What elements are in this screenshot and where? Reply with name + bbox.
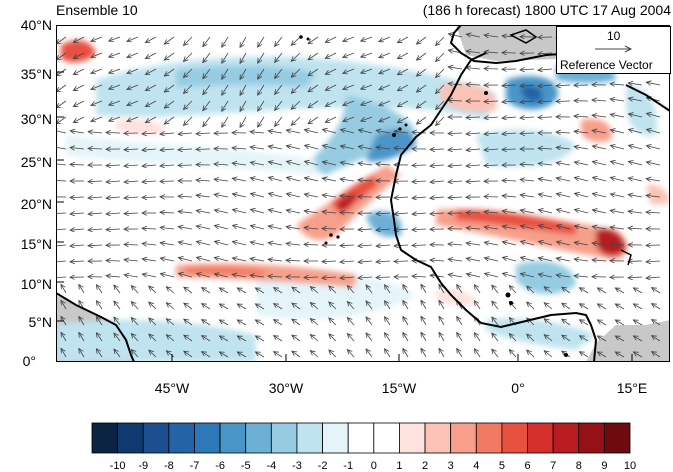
colorbar-swatch [579, 423, 605, 453]
wind-vector [484, 197, 498, 198]
colorbar-label: -7 [182, 460, 206, 472]
wind-vector [412, 165, 426, 166]
wind-vector [556, 101, 570, 102]
colorbar-swatch [323, 423, 349, 453]
wind-vector [484, 69, 498, 70]
colorbar-label: 4 [464, 460, 488, 472]
x-tick-label: 15°W [369, 380, 429, 396]
colorbar-label: 6 [516, 460, 540, 472]
x-tick-label: 45°W [142, 380, 202, 396]
x-tick-label: 30°W [256, 380, 316, 396]
wind-vector [646, 245, 660, 246]
colorbar-swatch [399, 423, 425, 453]
y-tick-label: 5°N [4, 314, 52, 330]
wind-vector [412, 245, 426, 246]
wind-vector [538, 117, 552, 118]
colorbar-swatch [297, 423, 323, 453]
map-plot [56, 25, 670, 362]
colorbar-swatch [220, 423, 246, 453]
colorbar-swatch [246, 423, 272, 453]
colorbar-label: 2 [413, 460, 437, 472]
figure-title-right: (186 h forecast) 1800 UTC 17 Aug 2004 [423, 2, 671, 18]
colorbar-label: 0 [362, 460, 386, 472]
colorbar-swatch [553, 423, 579, 453]
x-tick-label: 0° [488, 380, 548, 396]
y-tick-label: 35°N [4, 66, 52, 82]
colorbar-swatch [118, 423, 144, 453]
wind-vector [106, 261, 120, 262]
colorbar-swatch [194, 423, 220, 453]
colorbar-label: -2 [311, 460, 335, 472]
colorbar-swatch [502, 423, 528, 453]
figure-title-left: Ensemble 10 [56, 2, 138, 18]
colorbar-swatch [271, 423, 297, 453]
reference-vector-label: Reference Vector [560, 58, 653, 72]
reference-vector-box: 10 Reference Vector [556, 26, 671, 74]
colorbar-label: 1 [387, 460, 411, 472]
colorbar-swatch [451, 423, 477, 453]
colorbar-label: 9 [592, 460, 616, 472]
colorbar-swatch [528, 423, 554, 453]
colorbar-swatch [476, 423, 502, 453]
colorbar-label: -6 [208, 460, 232, 472]
colorbar-label: 10 [618, 460, 642, 472]
colorbar-swatch [425, 423, 451, 453]
colorbar-label: 8 [567, 460, 591, 472]
y-tick-label: 25°N [4, 154, 52, 170]
x-tick-label: 15°E [602, 380, 662, 396]
colorbar-label: -8 [157, 460, 181, 472]
colorbar-swatch [169, 423, 195, 453]
colorbar-label: -5 [234, 460, 258, 472]
colorbar-swatch [604, 423, 630, 453]
colorbar-label: 7 [541, 460, 565, 472]
colorbar-label: -4 [259, 460, 283, 472]
wind-vector [394, 261, 408, 262]
wind-vector [160, 181, 174, 182]
colorbar-swatch [348, 423, 374, 453]
colorbar-label: -9 [131, 460, 155, 472]
colorbar-label: -1 [336, 460, 360, 472]
colorbar-label: 5 [490, 460, 514, 472]
y-tick-label: 20°N [4, 196, 52, 212]
colorbar-label: 3 [439, 460, 463, 472]
colorbar-label: -10 [106, 460, 130, 472]
y-tick-label: 10°N [4, 276, 52, 292]
y-tick-label: 0° [0, 353, 36, 369]
y-tick-label: 15°N [4, 236, 52, 252]
colorbar [90, 422, 650, 458]
wind-vector [178, 165, 192, 166]
colorbar-swatch [374, 423, 400, 453]
colorbar-label: -3 [285, 460, 309, 472]
colorbar-swatch [92, 423, 118, 453]
wind-vector [106, 133, 120, 134]
y-tick-label: 30°N [4, 111, 52, 127]
y-tick-label: 40°N [4, 17, 52, 33]
colorbar-swatch [143, 423, 169, 453]
wind-vector [340, 213, 354, 214]
